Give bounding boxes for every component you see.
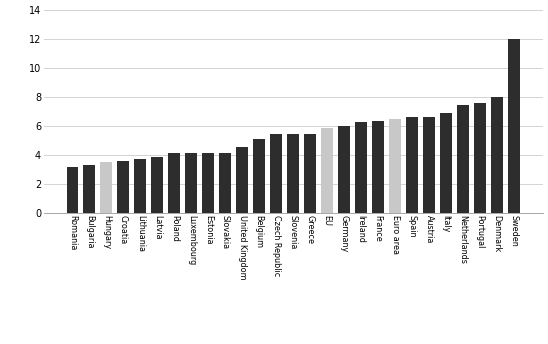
Bar	[219, 153, 231, 213]
Bar	[389, 119, 401, 213]
Bar	[491, 97, 503, 213]
Bar	[457, 105, 469, 213]
Bar	[508, 39, 520, 213]
Bar	[423, 117, 435, 213]
Bar	[66, 167, 78, 213]
Bar	[287, 134, 299, 213]
Bar	[253, 139, 265, 213]
Bar	[151, 158, 163, 213]
Bar	[270, 133, 282, 213]
Bar	[304, 133, 316, 213]
Bar	[83, 165, 95, 213]
Bar	[168, 153, 180, 213]
Bar	[406, 117, 418, 213]
Bar	[202, 153, 214, 213]
Bar	[440, 112, 452, 213]
Bar	[321, 128, 333, 213]
Bar	[372, 121, 384, 213]
Bar	[236, 147, 248, 213]
Bar	[474, 103, 486, 213]
Bar	[355, 122, 367, 213]
Bar	[185, 153, 197, 213]
Bar	[134, 159, 146, 213]
Bar	[117, 161, 129, 213]
Bar	[100, 162, 112, 213]
Bar	[338, 126, 350, 213]
